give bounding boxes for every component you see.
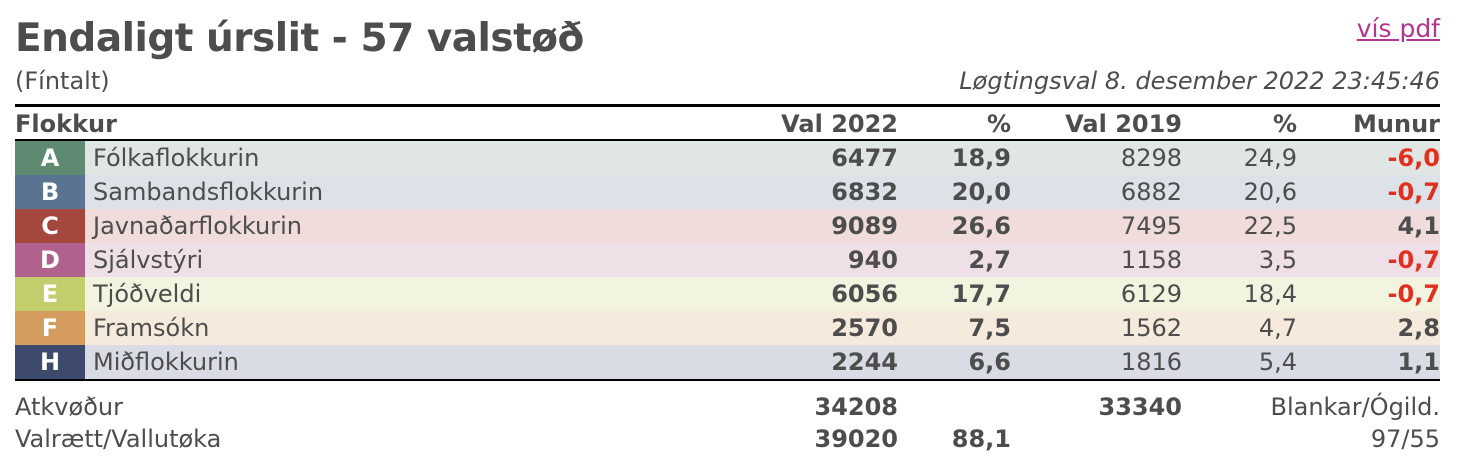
show-pdf-link[interactable]: vís pdf: [1356, 14, 1440, 43]
footer-votes: Atkvøður 34208 33340 Blankar/Ógild.: [15, 393, 1440, 425]
page-title: Endaligt úrslit - 57 valstøð: [15, 16, 584, 61]
pct-2022: 7,5: [968, 314, 1011, 342]
subtitle: (Fíntalt): [15, 67, 110, 95]
party-name: Sjálvstýri: [93, 246, 204, 274]
table-row: H Miðflokkurin 2244 6,6 1816 5,4 1,1: [15, 345, 1440, 381]
votes-2019: 1562: [1120, 314, 1182, 342]
pct-2022: 18,9: [951, 144, 1011, 172]
party-name: Javnaðarflokkurin: [93, 212, 302, 240]
electorate-value: 39020: [814, 425, 899, 453]
col-val-2019: Val 2019: [1011, 109, 1182, 141]
party-name: Framsókn: [93, 314, 210, 342]
pct-2019: 3,5: [1258, 246, 1297, 274]
votes-label: Atkvøður: [15, 393, 123, 421]
difference: -0,7: [1387, 280, 1440, 308]
pct-2022: 20,0: [951, 178, 1011, 206]
votes-2022: 2570: [831, 314, 898, 342]
col-val-2022: Val 2022: [678, 109, 898, 141]
party-name: Fólkaflokkurin: [93, 144, 260, 172]
difference: -0,7: [1387, 178, 1440, 206]
votes-2019: 8298: [1120, 144, 1182, 172]
difference: 1,1: [1297, 345, 1440, 381]
party-name: Tjóðveldi: [93, 280, 202, 308]
divider: [15, 104, 1440, 107]
votes-2019: 6129: [1120, 280, 1182, 308]
election-date: Løgtingsval 8. desember 2022 23:45:46: [959, 67, 1440, 95]
col-pct-2022: %: [898, 109, 1011, 141]
votes-2019: 33340: [1098, 393, 1183, 421]
votes-2019: 1158: [1120, 246, 1182, 274]
blank-label: Blankar/Ógild.: [1270, 393, 1440, 421]
table-row: D Sjálvstýri 940 2,7 1158 3,5 -0,7: [15, 243, 1440, 277]
electorate-label: Valrætt/Vallutøka: [15, 425, 222, 453]
pct-2022: 2,7: [968, 246, 1011, 274]
difference: -6,0: [1387, 144, 1440, 172]
party-name: Sambandsflokkurin: [93, 178, 324, 206]
votes-2022: 2244: [678, 345, 898, 381]
footer-electorate: Valrætt/Vallutøka 39020 88,1 97/55: [15, 425, 1440, 457]
votes-2019: 6882: [1120, 178, 1182, 206]
table-header: Flokkur Val 2022 % Val 2019 % Munur: [15, 109, 1440, 141]
votes-2022: 940: [847, 246, 898, 274]
party-letter: H: [15, 345, 85, 381]
votes-2022: 6477: [831, 144, 898, 172]
difference: -0,7: [1387, 246, 1440, 274]
party-letter: B: [15, 175, 85, 209]
pct-2019: 22,5: [1243, 212, 1297, 240]
votes-2019: 7495: [1120, 212, 1182, 240]
pct-2019: 18,4: [1243, 280, 1297, 308]
col-difference: Munur: [1297, 109, 1440, 141]
pct-2022: 17,7: [951, 280, 1011, 308]
votes-2022: 34208: [814, 393, 899, 421]
pct-2019: 5,4: [1182, 345, 1297, 381]
pct-2019: 4,7: [1258, 314, 1297, 342]
party-letter: E: [15, 277, 85, 311]
table-row: F Framsókn 2570 7,5 1562 4,7 2,8: [15, 311, 1440, 345]
pct-2019: 20,6: [1243, 178, 1297, 206]
col-pct-2019: %: [1182, 109, 1297, 141]
pct-2022: 26,6: [951, 212, 1011, 240]
blank-value: 97/55: [1370, 425, 1440, 453]
turnout-value: 88,1: [951, 425, 1011, 453]
votes-2022: 9089: [831, 212, 898, 240]
table-row: B Sambandsflokkurin 6832 20,0 6882 20,6 -0,7: [15, 175, 1440, 209]
party-letter: C: [15, 209, 85, 243]
votes-2022: 6056: [831, 280, 898, 308]
table-row: E Tjóðveldi 6056 17,7 6129 18,4 -0,7: [15, 277, 1440, 311]
pct-2022: 6,6: [898, 345, 1011, 381]
col-party: Flokkur: [15, 109, 678, 141]
party-letter: F: [15, 311, 85, 345]
votes-2022: 6832: [831, 178, 898, 206]
results-table: Flokkur Val 2022 % Val 2019 % Munur A Fól…: [15, 109, 1440, 381]
party-letter: A: [15, 140, 85, 175]
votes-2019: 1816: [1011, 345, 1182, 381]
difference: 2,8: [1397, 314, 1440, 342]
party-letter: D: [15, 243, 85, 277]
table-row: A Fólkaflokkurin 6477 18,9 8298 24,9 -6,0: [15, 140, 1440, 175]
party-name: Miðflokkurin: [85, 345, 678, 381]
table-row: C Javnaðarflokkurin 9089 26,6 7495 22,5 4,1: [15, 209, 1440, 243]
difference: 4,1: [1397, 212, 1440, 240]
pct-2019: 24,9: [1243, 144, 1297, 172]
